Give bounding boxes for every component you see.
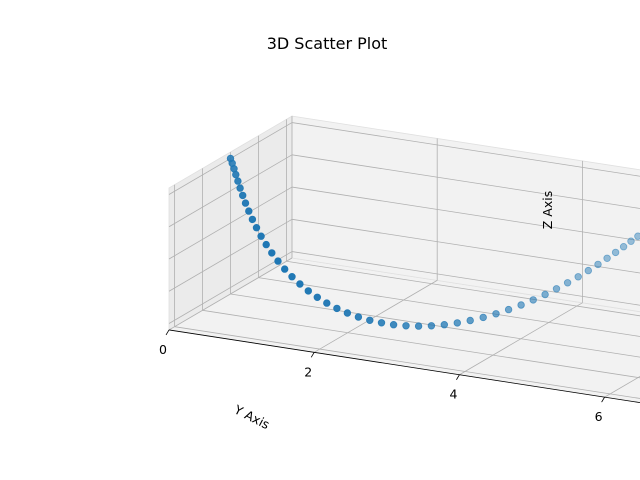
gridline-x-floor — [202, 309, 640, 379]
scatter-point — [274, 257, 282, 265]
scatter-point — [241, 199, 250, 207]
scatter-point — [402, 322, 410, 330]
gridline-x-floor — [286, 260, 640, 317]
scatter-point — [296, 280, 304, 288]
gridline-z-back — [291, 122, 640, 177]
y-tick-label: 2 — [304, 364, 312, 379]
scatter-point — [257, 232, 265, 240]
scatter-point — [288, 273, 296, 281]
gridline-x-floor — [258, 277, 640, 337]
y-tick-label: 0 — [159, 342, 167, 357]
scatter-point — [377, 319, 386, 327]
gridline-z-left — [168, 251, 293, 324]
scatter-point — [453, 319, 461, 327]
y-tick-label: 4 — [449, 387, 457, 402]
scatter-point — [333, 304, 341, 313]
y-axis-line — [168, 329, 640, 404]
scatter-point — [343, 309, 352, 317]
scatter-point — [304, 287, 312, 295]
scatter-point — [563, 279, 572, 287]
y-tick-mark — [601, 396, 605, 403]
tick-labels: 0246810−1.0−0.50.00.51.0−1.0−0.50.00.51.… — [159, 342, 603, 424]
axes-lines — [165, 329, 640, 404]
y-tick-mark — [165, 329, 170, 336]
scatter-point — [479, 313, 487, 322]
gridline-z-left — [168, 186, 293, 260]
scatter-point — [248, 215, 257, 224]
y-axis-label: Y Axis — [231, 401, 272, 432]
gridline-z-back — [291, 186, 640, 242]
scatter-point — [236, 184, 244, 192]
scatter-point — [584, 266, 592, 275]
gridline-z-left — [168, 218, 293, 292]
z-axis-label: Z Axis — [540, 191, 555, 229]
gridline-z-back — [291, 154, 640, 209]
scatter-point — [574, 273, 582, 281]
gridline-z-left — [168, 154, 293, 228]
scatter-point — [529, 296, 537, 304]
scatter-point — [366, 316, 374, 324]
y-tick-mark — [310, 352, 315, 358]
scatter-series — [226, 154, 640, 330]
scatter-point — [245, 207, 253, 215]
scatter-point — [619, 242, 628, 251]
y-tick-label: 6 — [595, 409, 603, 424]
scatter-point — [552, 285, 561, 293]
scatter-point — [354, 313, 363, 321]
scatter-point — [323, 299, 331, 307]
axes-gridlines — [168, 116, 640, 399]
chart-title: 3D Scatter Plot — [267, 34, 388, 53]
scatter-point — [504, 305, 513, 314]
scatter-point — [234, 177, 242, 185]
scatter-point — [440, 321, 448, 329]
scatter-point — [262, 240, 270, 249]
scatter-point — [238, 191, 247, 200]
scatter-point — [611, 248, 620, 257]
gridline-x-floor — [230, 293, 640, 358]
scatter-point — [313, 293, 321, 301]
scatter-point — [466, 316, 474, 325]
scatter-point — [603, 254, 611, 262]
scatter-point — [627, 237, 635, 245]
gridline-z-back — [291, 218, 640, 274]
gridline-z-back — [291, 251, 640, 306]
gridline-x-floor — [174, 326, 640, 399]
scatter-point — [517, 301, 525, 309]
scatter-point — [281, 265, 289, 273]
scatter-point — [427, 322, 436, 330]
scatter-point — [232, 170, 240, 179]
y-tick-mark — [456, 374, 460, 380]
scatter-point — [594, 260, 602, 269]
scatter-point — [252, 223, 261, 232]
scatter-point — [268, 249, 276, 257]
scatter-point — [389, 321, 398, 329]
scatter-point — [634, 232, 640, 240]
scatter-point — [541, 290, 549, 299]
scatter-point — [414, 322, 423, 330]
gridline-y-floor — [604, 375, 640, 398]
scatter-point — [492, 310, 500, 318]
